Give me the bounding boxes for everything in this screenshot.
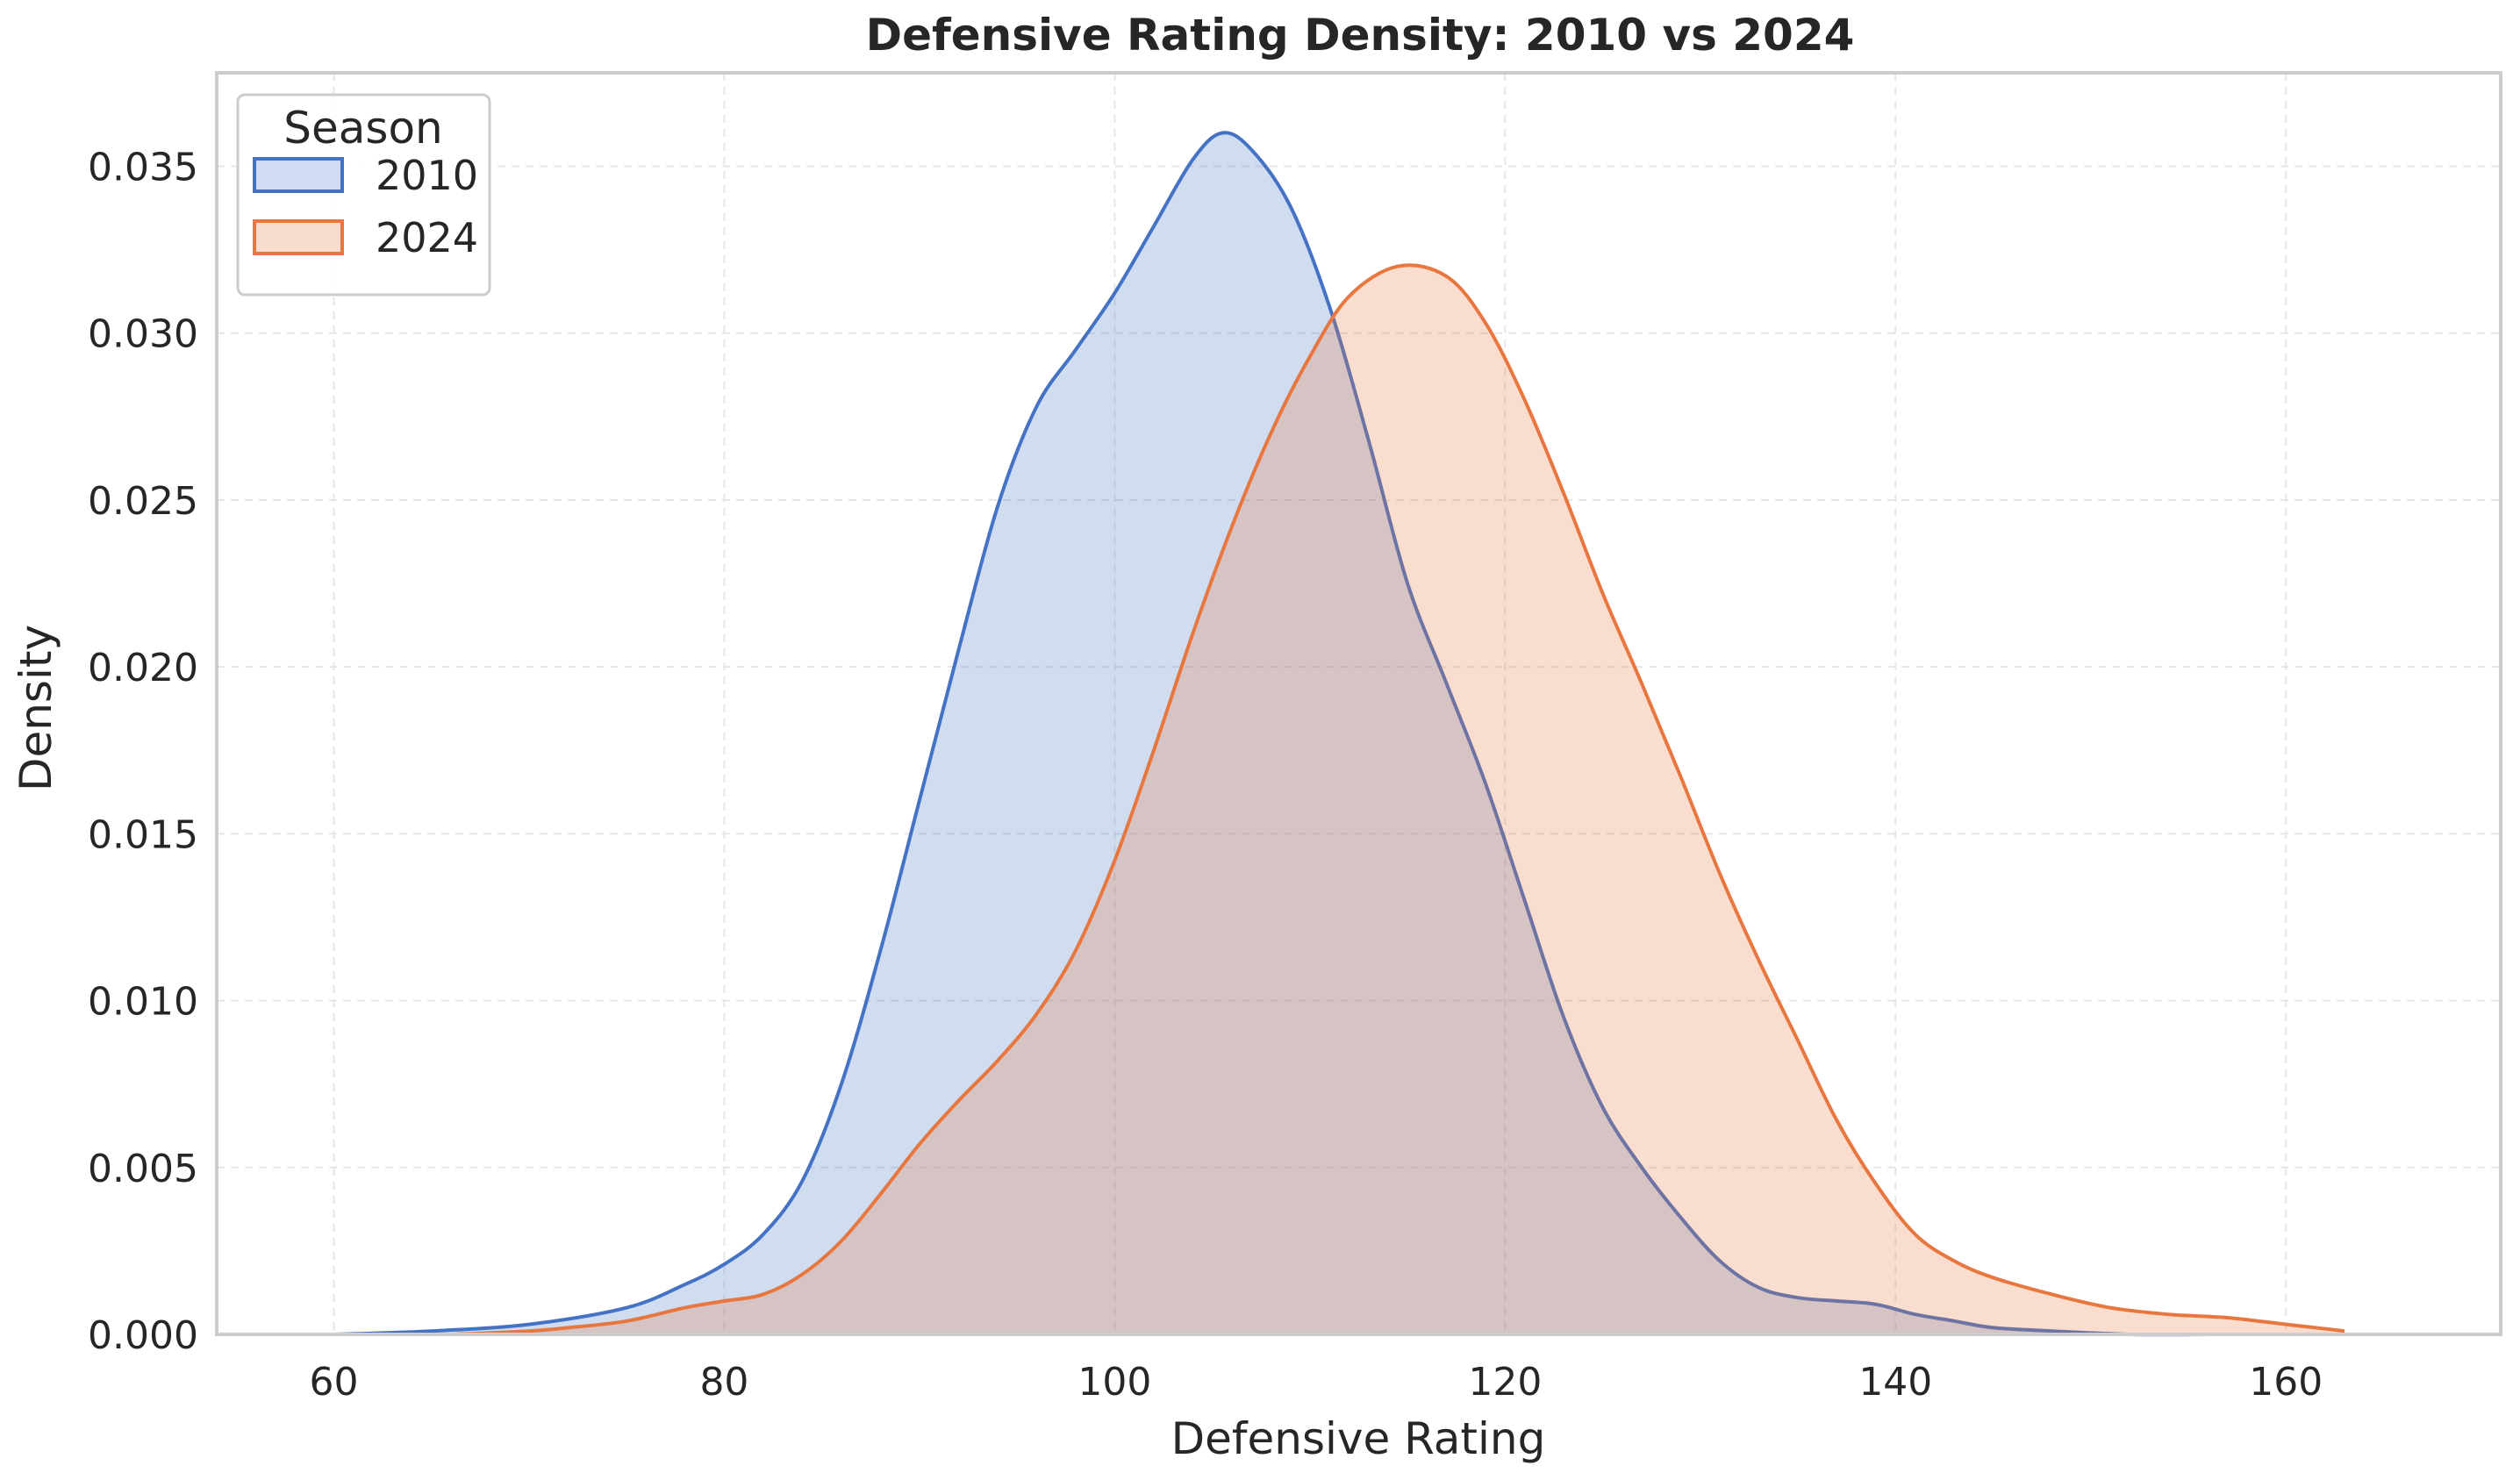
x-tick-label: 60 <box>309 1360 358 1405</box>
x-tick-labels: 60 80 100 120 140 160 <box>309 1360 2323 1405</box>
legend-label-2024: 2024 <box>376 214 478 261</box>
y-tick-label: 0.005 <box>88 1147 198 1191</box>
x-tick-label: 80 <box>699 1360 748 1405</box>
y-axis-label: Density <box>11 625 61 791</box>
x-axis-label: Defensive Rating <box>1171 1413 1546 1464</box>
plot-frame <box>215 71 2502 1336</box>
y-tick-label: 0.015 <box>88 812 198 857</box>
y-tick-labels: 0.000 0.005 0.010 0.015 0.020 0.025 0.030 0.035 <box>88 146 198 1358</box>
legend: Season 2010 2024 <box>236 93 491 297</box>
legend-swatch-2010 <box>253 157 344 193</box>
x-tick-label: 100 <box>1077 1360 1151 1405</box>
y-tick-label: 0.030 <box>88 312 198 357</box>
x-tick-label: 140 <box>1858 1360 1932 1405</box>
density-line-2024 <box>450 263 2345 1336</box>
legend-swatch-2024 <box>253 219 344 255</box>
y-tick-label: 0.000 <box>88 1313 198 1358</box>
y-tick-label: 0.025 <box>88 479 198 524</box>
chart-title: Defensive Rating Density: 2010 vs 2024 <box>866 10 1855 61</box>
grid-lines <box>217 73 2501 1334</box>
legend-label-2010: 2010 <box>376 152 478 199</box>
density-line-2010 <box>333 131 2209 1337</box>
y-tick-label: 0.010 <box>88 980 198 1025</box>
y-tick-label: 0.035 <box>88 146 198 190</box>
series-areas <box>333 131 2345 1337</box>
y-tick-label: 0.020 <box>88 646 198 690</box>
density-area-2010 <box>333 132 2209 1335</box>
legend-title: Season <box>283 103 442 154</box>
x-tick-label: 120 <box>1468 1360 1542 1405</box>
density-area-2024 <box>451 265 2345 1334</box>
x-tick-label: 160 <box>2249 1360 2323 1405</box>
legend-entries: 2010 2024 <box>253 152 478 261</box>
